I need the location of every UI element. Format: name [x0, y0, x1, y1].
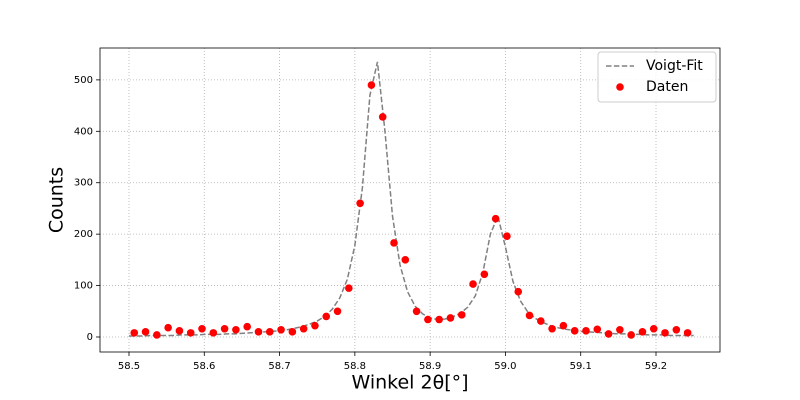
- data-point: [232, 325, 240, 334]
- legend-box: [597, 51, 717, 103]
- legend-marker: [616, 83, 624, 91]
- data-point: [311, 321, 319, 330]
- y-tick-label: 200: [74, 229, 93, 240]
- x-tick-label: 58.7: [268, 361, 290, 372]
- data-point: [277, 325, 285, 334]
- data-point: [254, 328, 263, 336]
- data-point: [514, 287, 523, 296]
- legend-label: Daten: [646, 79, 688, 95]
- data-point: [593, 325, 602, 334]
- y-axis-label: Counts: [46, 167, 68, 233]
- data-point: [480, 270, 489, 279]
- data-point: [469, 280, 477, 288]
- y-tick-label: 0: [87, 332, 93, 343]
- data-point: [390, 239, 398, 247]
- y-tick-label: 300: [74, 178, 93, 189]
- x-axis-label: Winkel 2θ[°]: [351, 372, 468, 394]
- data-point: [457, 311, 466, 319]
- x-tick-label: 58.8: [344, 361, 366, 372]
- data-point: [220, 324, 229, 333]
- data-point: [435, 315, 443, 324]
- data-point: [661, 329, 669, 337]
- data-point: [378, 113, 387, 121]
- data-point: [627, 331, 635, 339]
- data-point: [683, 329, 692, 337]
- data-point: [503, 232, 511, 241]
- data-point: [401, 256, 410, 264]
- data-point: [616, 325, 624, 334]
- x-tick-label: 58.6: [193, 361, 215, 372]
- data-point: [322, 312, 331, 321]
- data-point: [175, 327, 184, 335]
- data-point: [424, 315, 432, 324]
- data-point: [491, 214, 500, 223]
- data-point: [345, 284, 353, 292]
- data-point: [525, 311, 534, 320]
- data-point: [299, 324, 308, 333]
- data-point: [672, 325, 681, 334]
- data-point: [367, 81, 376, 89]
- y-tick-label: 400: [74, 126, 93, 137]
- data-point: [604, 330, 613, 338]
- data-point: [548, 324, 556, 333]
- fit-line: [128, 61, 694, 337]
- data-point: [198, 324, 206, 333]
- data-point: [537, 317, 545, 325]
- data-point: [412, 307, 421, 316]
- data-point: [638, 328, 647, 336]
- data-point: [265, 328, 274, 336]
- data-point: [186, 329, 195, 337]
- y-tick-label: 500: [74, 75, 93, 86]
- x-tick-label: 58.5: [118, 361, 140, 372]
- x-tick-label: 59.1: [570, 361, 592, 372]
- x-tick-label: 58.9: [419, 361, 441, 372]
- data-point: [141, 328, 150, 336]
- x-tick-label: 59.0: [494, 361, 516, 372]
- plot-frame: [99, 47, 721, 353]
- data-point: [333, 307, 342, 316]
- data-point: [288, 328, 297, 336]
- data-point: [153, 331, 161, 339]
- data-point: [570, 327, 579, 335]
- data-point: [164, 323, 172, 332]
- legend-label: Voigt-Fit: [646, 58, 703, 74]
- data-point: [559, 321, 568, 330]
- y-tick-label: 100: [74, 281, 93, 292]
- data-point: [356, 199, 364, 208]
- x-tick-label: 59.2: [645, 361, 667, 372]
- data-point: [209, 329, 218, 337]
- data-point: [582, 327, 590, 335]
- data-point: [130, 329, 139, 337]
- data-point: [649, 324, 658, 333]
- data-point: [446, 314, 455, 322]
- data-point: [243, 322, 251, 331]
